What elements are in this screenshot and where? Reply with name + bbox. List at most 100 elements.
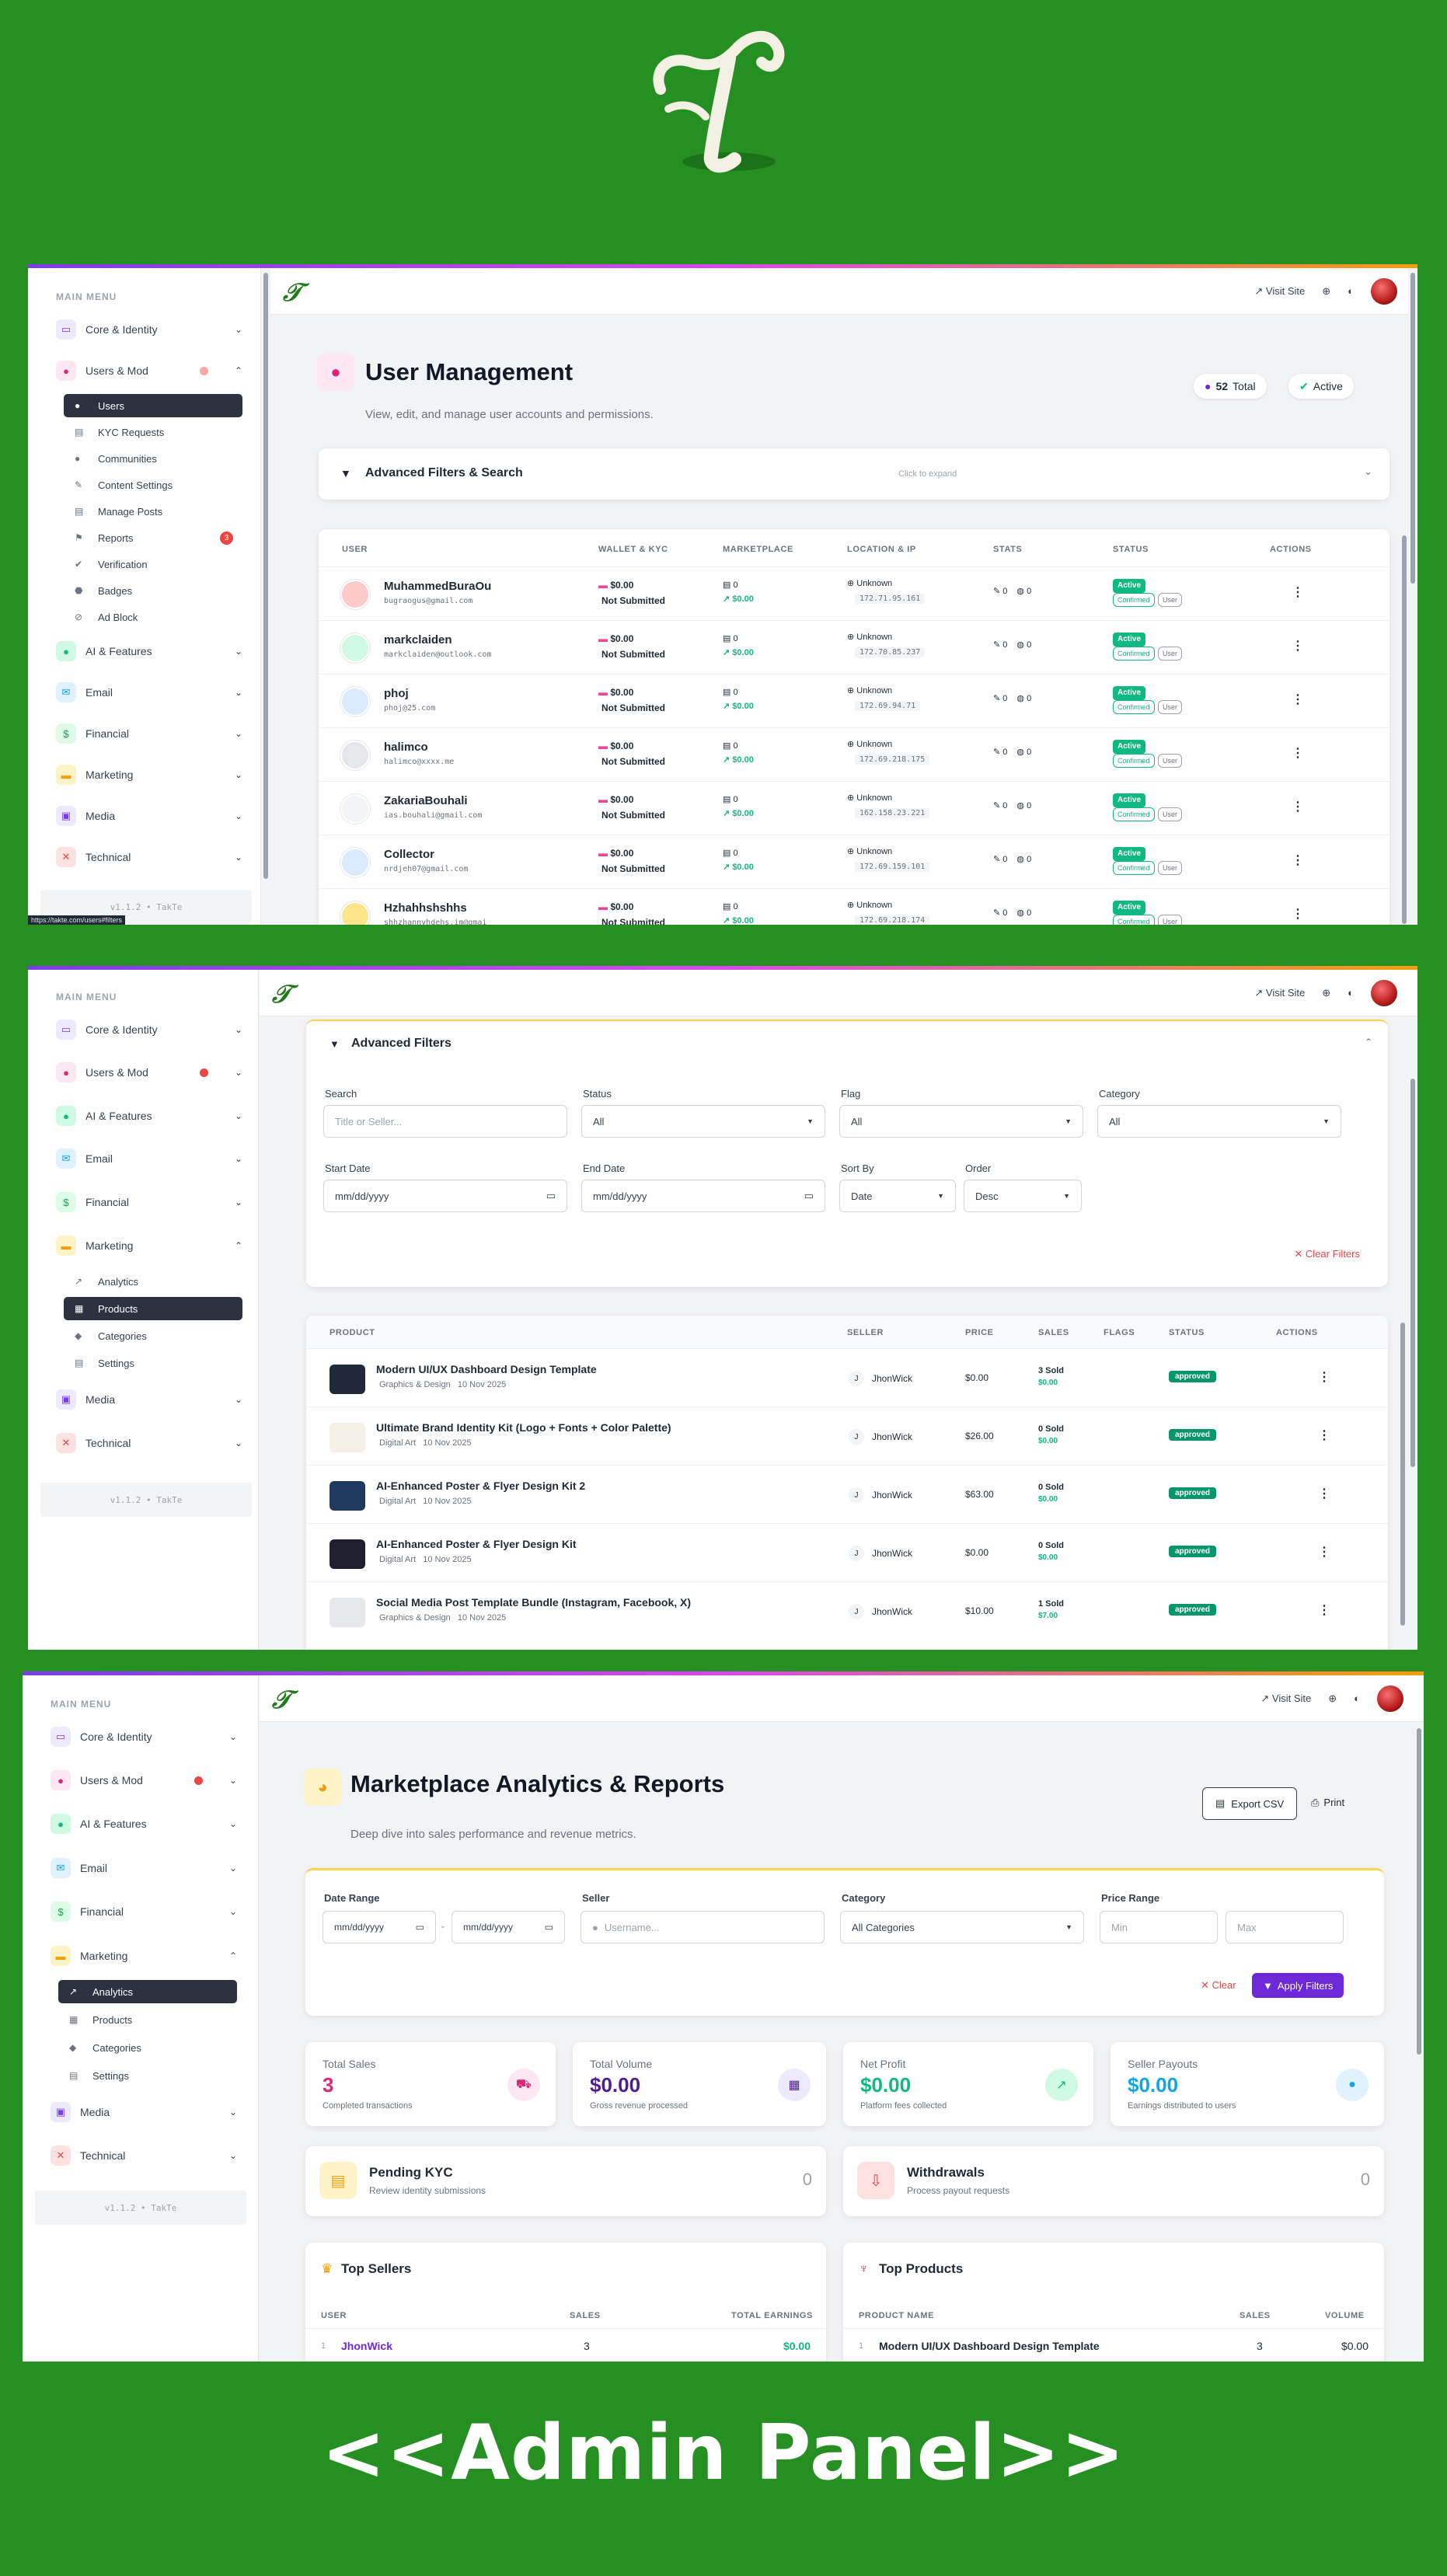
sidebar-item-financial[interactable]: $ Financial ⌄ xyxy=(56,720,252,747)
more-options-icon[interactable]: ⋮ xyxy=(1292,800,1304,814)
category-select[interactable]: All ▼ xyxy=(1097,1105,1341,1138)
sidebar-item-technical[interactable]: ✕ Technical ⌄ xyxy=(51,2142,246,2169)
user-name[interactable]: Hzhahhshshhs xyxy=(384,901,467,915)
palette-icon[interactable]: ◐ xyxy=(1348,285,1354,297)
clear-button[interactable]: ✕ Clear xyxy=(1201,1979,1236,1992)
sidebar-item-ai[interactable]: ● AI & Features ⌄ xyxy=(56,638,252,664)
sidebar-item-marketing[interactable]: ▬ Marketing ⌃ xyxy=(51,1943,246,1969)
category-select[interactable]: All Categories ▼ xyxy=(840,1911,1084,1943)
table-row[interactable]: Collector nrdjeh07@gmail.com ▬ $0.00 Not… xyxy=(319,835,1389,888)
more-options-icon[interactable]: ⋮ xyxy=(1292,693,1304,706)
header-logo[interactable]: 𝒯 xyxy=(272,1685,291,1714)
table-row[interactable]: 1 Modern UI/UX Dashboard Design Template… xyxy=(843,2328,1384,2359)
table-row[interactable]: Hzhahhshshhs shhzhannyhdehs.im@gmai ▬ $0… xyxy=(319,888,1389,925)
avatar[interactable] xyxy=(1377,1685,1403,1712)
more-options-icon[interactable]: ⋮ xyxy=(1318,1429,1330,1442)
sidebar-item-core[interactable]: ▭ Core & Identity ⌄ xyxy=(51,1724,246,1750)
more-options-icon[interactable]: ⋮ xyxy=(1318,1546,1330,1559)
globe-icon[interactable]: ⊕ xyxy=(1322,284,1331,297)
end-date-input[interactable]: mm/dd/yyyy ▭ xyxy=(581,1180,825,1212)
product-title[interactable]: Modern UI/UX Dashboard Design Template xyxy=(376,1363,597,1375)
sub-item-manage-posts[interactable]: ▤ Manage Posts xyxy=(64,500,242,523)
flag-select[interactable]: All ▼ xyxy=(839,1105,1083,1138)
product-title[interactable]: Ultimate Brand Identity Kit (Logo + Font… xyxy=(376,1421,671,1434)
date-from-input[interactable]: mm/dd/yyyy ▭ xyxy=(323,1911,436,1943)
sub-item-products[interactable]: ▦ Products xyxy=(64,1297,242,1320)
clear-filters-button[interactable]: ✕ Clear Filters xyxy=(1294,1248,1360,1260)
filters-panel[interactable]: ▼ Advanced Filters & Search Click to exp… xyxy=(319,448,1389,500)
more-options-icon[interactable]: ⋮ xyxy=(1292,640,1304,653)
more-options-icon[interactable]: ⋮ xyxy=(1292,747,1304,760)
user-name[interactable]: MuhammedBuraOu xyxy=(384,580,492,593)
sub-item-communities[interactable]: ● Communities xyxy=(64,447,242,470)
table-row[interactable]: phoj phoj@25.com ▬ $0.00 Not Submitted ▤… xyxy=(319,674,1389,727)
sidebar-item-technical[interactable]: ✕ Technical ⌄ xyxy=(56,844,252,870)
pending-kyc-card[interactable]: ▤ Pending KYC Review identity submission… xyxy=(305,2146,826,2216)
table-scrollbar[interactable] xyxy=(1400,532,1408,925)
sub-item-categories[interactable]: ◆ Categories xyxy=(64,1324,242,1347)
avatar[interactable] xyxy=(1371,979,1397,1006)
more-options-icon[interactable]: ⋮ xyxy=(1318,1371,1330,1384)
sidebar-item-core[interactable]: ▭ Core & Identity ⌄ xyxy=(56,316,252,343)
table-row[interactable]: AI-Enhanced Poster & Flyer Design Kit Di… xyxy=(306,1523,1388,1581)
sort-by-select[interactable]: Date ▼ xyxy=(839,1180,956,1212)
order-select[interactable]: Desc ▼ xyxy=(964,1180,1082,1212)
sidebar-item-ai[interactable]: ● AI & Features ⌄ xyxy=(56,1103,252,1129)
product-title[interactable]: Social Media Post Template Bundle (Insta… xyxy=(376,1596,692,1609)
sidebar-item-financial[interactable]: $ Financial ⌄ xyxy=(51,1898,246,1925)
header-logo[interactable]: 𝒯 xyxy=(272,979,291,1009)
product-name[interactable]: Modern UI/UX Dashboard Design Template xyxy=(879,2340,1100,2352)
sub-item-analytics[interactable]: ↗ Analytics xyxy=(58,1980,237,2003)
sidebar-scrollbar[interactable] xyxy=(262,268,270,925)
user-name[interactable]: ZakariaBouhali xyxy=(384,794,468,807)
sidebar-item-users[interactable]: ● Users & Mod ⌃ xyxy=(56,357,252,384)
sidebar-item-marketing[interactable]: ▬ Marketing ⌄ xyxy=(56,762,252,788)
table-row[interactable]: AI-Enhanced Poster & Flyer Design Kit 2 … xyxy=(306,1465,1388,1523)
main-scrollbar[interactable] xyxy=(1408,1016,1417,1650)
sidebar-item-media[interactable]: ▣ Media ⌄ xyxy=(56,1386,252,1413)
sidebar-item-email[interactable]: ✉ Email ⌄ xyxy=(56,1145,252,1172)
seller-name[interactable]: JhonWick xyxy=(872,1548,913,1559)
table-scrollbar[interactable] xyxy=(1399,1319,1407,1630)
search-input[interactable]: Title or Seller... xyxy=(323,1105,567,1138)
table-row[interactable]: 1 JhonWick 3 $0.00 xyxy=(305,2328,826,2359)
sidebar-item-email[interactable]: ✉ Email ⌄ xyxy=(56,679,252,706)
more-options-icon[interactable]: ⋮ xyxy=(1292,854,1304,867)
sidebar-item-media[interactable]: ▣ Media ⌄ xyxy=(56,803,252,829)
sidebar-item-ai[interactable]: ● AI & Features ⌄ xyxy=(51,1811,246,1837)
sub-item-badges[interactable]: ⬣ Badges xyxy=(64,579,242,602)
price-max-input[interactable]: Max xyxy=(1226,1911,1344,1943)
sub-item-ad-block[interactable]: ⊘ Ad Block xyxy=(64,605,242,629)
sidebar-item-email[interactable]: ✉ Email ⌄ xyxy=(51,1855,246,1881)
user-name[interactable]: phoj xyxy=(384,687,409,700)
globe-icon[interactable]: ⊕ xyxy=(1328,1692,1337,1704)
apply-filters-button[interactable]: ▼ Apply Filters xyxy=(1252,1973,1344,1998)
date-to-input[interactable]: mm/dd/yyyy ▭ xyxy=(452,1911,565,1943)
table-row[interactable]: MuhammedBuraOu bugraogus@gmail.com ▬ $0.… xyxy=(319,566,1389,620)
avatar[interactable] xyxy=(1371,277,1397,305)
table-row[interactable]: halimco halimco@xxxx.me ▬ $0.00 Not Subm… xyxy=(319,727,1389,781)
start-date-input[interactable]: mm/dd/yyyy ▭ xyxy=(323,1180,567,1212)
sub-item-products[interactable]: ▦ Products xyxy=(58,2008,237,2031)
seller-name[interactable]: JhonWick xyxy=(872,1490,913,1501)
table-row[interactable]: ZakariaBouhali ias.bouhali@gmail.com ▬ $… xyxy=(319,781,1389,835)
sidebar-item-financial[interactable]: $ Financial ⌄ xyxy=(56,1189,252,1215)
seller-input[interactable]: ● Username... xyxy=(581,1911,825,1943)
palette-icon[interactable]: ◐ xyxy=(1348,987,1354,999)
more-options-icon[interactable]: ⋮ xyxy=(1318,1487,1330,1501)
sub-item-users[interactable]: ● Users xyxy=(64,394,242,417)
seller-name[interactable]: JhonWick xyxy=(872,1431,913,1442)
sub-item-kyc[interactable]: ▤ KYC Requests xyxy=(64,420,242,444)
chevron-up-icon[interactable]: ⌃ xyxy=(1364,1037,1372,1047)
visit-site-link[interactable]: ↗ Visit Site xyxy=(1260,1692,1312,1704)
seller-name[interactable]: JhonWick xyxy=(872,1606,913,1617)
sidebar-item-media[interactable]: ▣ Media ⌄ xyxy=(51,2099,246,2125)
main-scrollbar[interactable] xyxy=(1408,268,1417,925)
header-logo[interactable]: 𝒯 xyxy=(283,277,302,307)
sidebar-item-marketing[interactable]: ▬ Marketing ⌃ xyxy=(56,1232,252,1259)
sidebar-item-technical[interactable]: ✕ Technical ⌄ xyxy=(56,1430,252,1456)
globe-icon[interactable]: ⊕ xyxy=(1322,986,1331,999)
status-select[interactable]: All ▼ xyxy=(581,1105,825,1138)
sub-item-content-settings[interactable]: ✎ Content Settings xyxy=(64,473,242,497)
seller-name[interactable]: JhonWick xyxy=(341,2340,392,2352)
